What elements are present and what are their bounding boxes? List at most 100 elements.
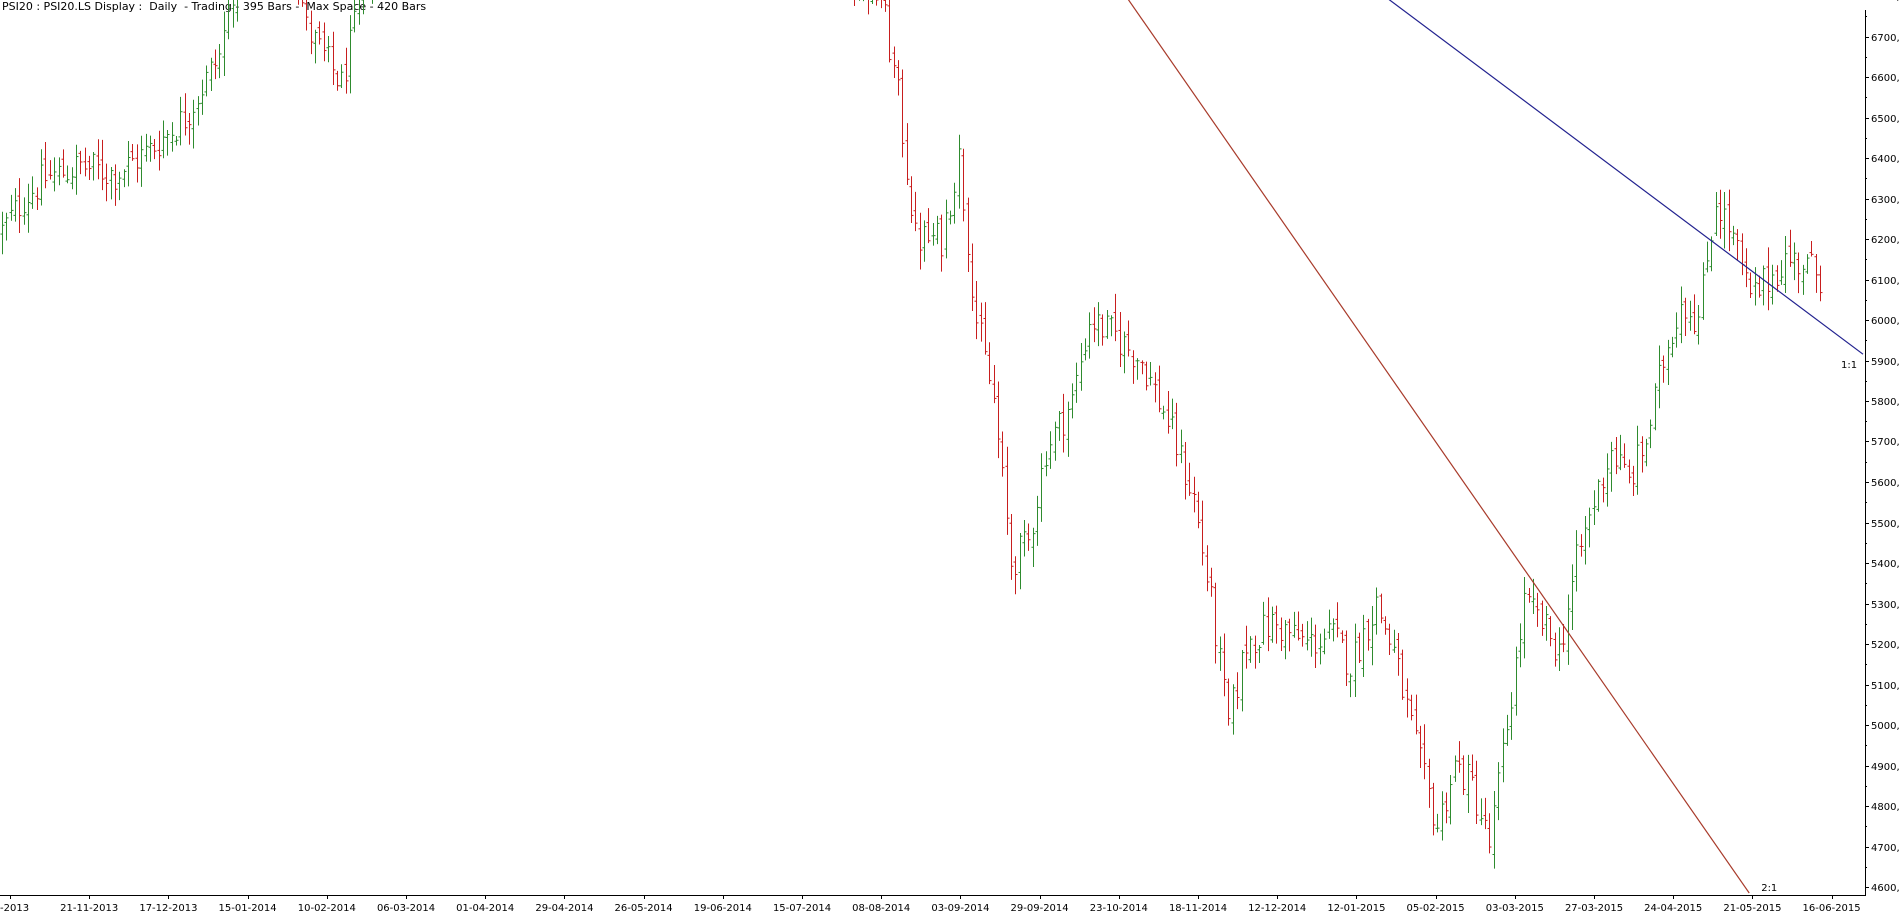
ohlc-bar <box>1248 636 1253 663</box>
trendlines[interactable]: 1:1 2:1 <box>846 0 1864 894</box>
ohlc-bar <box>996 381 1001 459</box>
ohlc-bar <box>952 182 957 224</box>
ohlc-bar <box>191 99 196 149</box>
ohlc-bar <box>1414 694 1419 735</box>
ohlc-bar <box>1066 401 1071 457</box>
y-tick-label: 4600,00 <box>1871 883 1900 894</box>
ohlc-bar <box>939 214 944 272</box>
ohlc-bar <box>1553 632 1558 667</box>
ohlc-bar <box>1122 331 1127 374</box>
ohlc-bar <box>1605 453 1610 507</box>
ohlc-bar <box>1748 272 1753 298</box>
ohlc-bar <box>1070 383 1075 419</box>
ohlc-bar <box>1457 741 1462 773</box>
ohlc-bar <box>1079 342 1084 391</box>
y-tick-label: 5400,00 <box>1871 559 1900 570</box>
x-axis[interactable]: -2013 21-11-2013 17-12-2013 15-01-2014 10-02… <box>0 895 1861 914</box>
ohlc-bar <box>1440 791 1445 841</box>
ohlc-bar <box>905 123 910 185</box>
ohlc-bar <box>931 223 936 246</box>
ohlc-bar <box>1814 253 1819 293</box>
ohlc-bar <box>331 31 336 85</box>
ohlc-bar <box>1427 758 1432 808</box>
y-tick-label: 4700,00 <box>1871 843 1900 854</box>
y-tick-label: 5000,00 <box>1871 721 1900 732</box>
x-tick-label: 03-09-2014 <box>931 903 989 914</box>
ohlc-bar <box>1792 242 1797 281</box>
ohlc-bar <box>1318 633 1323 665</box>
ohlc-bar <box>1722 192 1727 249</box>
ohlc-bar <box>983 302 988 355</box>
ohlc-bar <box>1696 304 1701 345</box>
ohlc-bar <box>1283 620 1288 660</box>
ohlc-bar <box>1013 556 1018 595</box>
ohlc-bar <box>1357 632 1362 664</box>
ohlc-bar <box>372 0 373 4</box>
trendline-1-1[interactable] <box>846 0 1864 355</box>
ohlc-bar <box>1396 632 1401 676</box>
ohlc-bar <box>126 140 131 187</box>
ohlc-bar <box>859 0 860 1</box>
ohlc-bar <box>231 0 236 28</box>
ohlc-bar <box>1418 725 1423 769</box>
ohlc-bar <box>1209 567 1214 597</box>
y-tick-label: 6800,00 <box>1871 0 1900 3</box>
ohlc-bar <box>1005 446 1010 535</box>
trendline-2-1[interactable] <box>846 0 1750 894</box>
ohlc-bar <box>1009 514 1014 580</box>
ohlc-bar <box>1166 390 1171 434</box>
ohlc-bar <box>1674 312 1679 348</box>
ohlc-bar <box>200 79 205 115</box>
ohlc-bar <box>1270 606 1275 643</box>
ohlc-bar <box>174 136 179 146</box>
x-tick-label: 29-09-2014 <box>1011 903 1069 914</box>
ohlc-bar <box>1226 678 1231 726</box>
y-tick-label: 6100,00 <box>1871 276 1900 287</box>
ohlc-bar <box>1261 601 1266 645</box>
ohlc-bar <box>1775 265 1780 292</box>
ohlc-bar <box>1518 623 1523 668</box>
ohlc-bar <box>1022 519 1027 557</box>
ohlc-bar <box>117 171 122 201</box>
ohlc-bar <box>4 212 9 241</box>
y-tick-label: 4800,00 <box>1871 802 1900 813</box>
y-tick-label: 5500,00 <box>1871 519 1900 530</box>
x-tick-label: 16-06-2015 <box>1803 903 1861 914</box>
ohlc-bar <box>1240 650 1245 712</box>
ohlc-bar <box>144 133 149 162</box>
ohlc-bar <box>74 144 79 195</box>
ohlc-bar <box>1244 625 1249 669</box>
ohlc-bar <box>1714 191 1719 236</box>
y-tick-label: 5900,00 <box>1871 357 1900 368</box>
y-tick-label: 5800,00 <box>1871 397 1900 408</box>
ohlc-bar <box>1483 797 1488 830</box>
ohlc-bar <box>70 167 75 190</box>
ohlc-bar <box>1596 479 1601 512</box>
ohlc-bar <box>113 164 118 206</box>
y-tick-label: 6500,00 <box>1871 114 1900 125</box>
ohlc-bar <box>892 46 897 78</box>
y-axis[interactable]: 4600,00 4700,00 4800,00 4900,00 5000,00 5100,… <box>1865 0 1900 894</box>
ohlc-bar <box>1435 813 1440 833</box>
ohlc-bar <box>302 0 305 7</box>
ohlc-bar <box>1766 247 1771 311</box>
ohlc-bar <box>1788 229 1793 267</box>
ohlc-bar <box>1379 593 1384 624</box>
ohlc-bar <box>39 149 44 206</box>
ohlc-bar <box>1587 507 1592 548</box>
ohlc-bar <box>1187 462 1192 496</box>
ohlc-bar <box>1431 782 1436 836</box>
ohlc-bar <box>1574 530 1579 592</box>
ohlc-bar <box>1522 577 1527 659</box>
ohlc-bar <box>0 211 5 255</box>
ohlc-bar <box>883 0 888 12</box>
ohlc-bar <box>1140 360 1145 375</box>
x-tick-label: 29-04-2014 <box>535 903 593 914</box>
ohlc-bar <box>1287 618 1292 652</box>
ohlc-bar <box>170 122 175 152</box>
ohlc-bar <box>139 135 144 187</box>
ohlc-bar <box>1344 630 1349 687</box>
ohlc-bar <box>17 178 22 233</box>
ohlc-bar <box>1392 629 1397 653</box>
